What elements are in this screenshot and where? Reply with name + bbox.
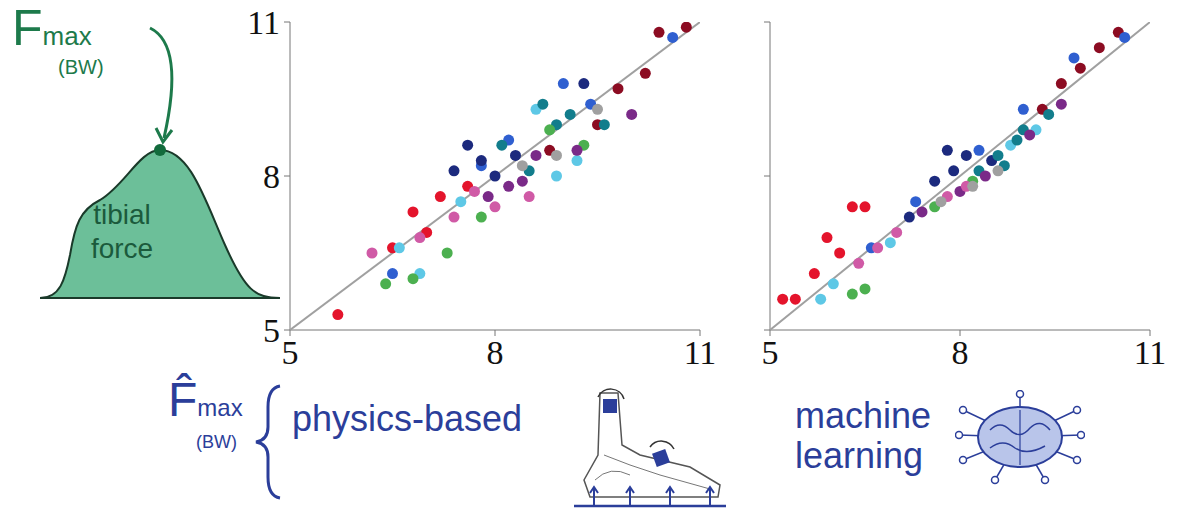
html-text:(BW): (BW) [58, 56, 104, 78]
html-text:(BW): (BW) [196, 432, 237, 452]
html-text:F̂max: F̂max [168, 373, 243, 426]
html-text:Fmax: Fmax [12, 0, 92, 56]
html-text:physics-based: physics-based [292, 398, 523, 439]
html-text:machine learning: machine learning [795, 395, 932, 476]
svg-text:8: 8 [487, 334, 504, 371]
svg-text:5: 5 [282, 334, 299, 371]
svg-text:11: 11 [247, 4, 280, 41]
svg-text:11: 11 [1134, 334, 1167, 371]
svg-text:11: 11 [684, 334, 717, 371]
svg-text:5: 5 [762, 334, 779, 371]
html-text:tibial force: tibial force [90, 199, 154, 264]
svg-text:8: 8 [263, 158, 280, 195]
svg-text:5: 5 [263, 312, 280, 349]
svg-text:8: 8 [952, 334, 969, 371]
